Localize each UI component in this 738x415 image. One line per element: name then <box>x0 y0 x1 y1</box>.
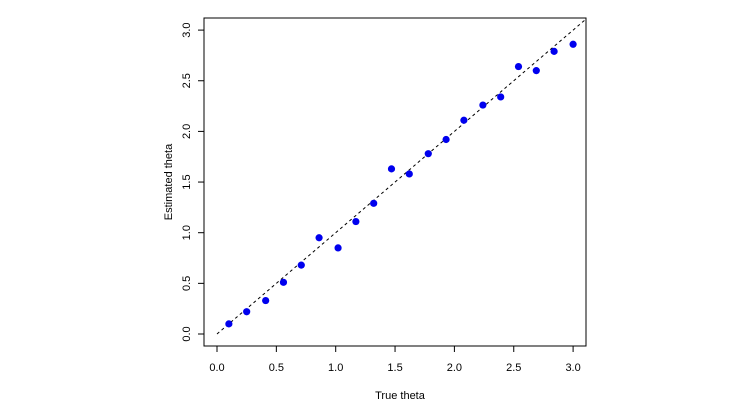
y-tick-label: 0.0 <box>181 326 193 341</box>
data-point <box>243 308 251 316</box>
data-point <box>315 234 323 242</box>
data-point <box>479 101 487 109</box>
x-axis: 0.0 0.5 1.0 1.5 2.0 2.5 3.0 <box>209 345 581 374</box>
y-axis: 0.0 0.5 1.0 1.5 2.0 2.5 3.0 <box>181 22 205 342</box>
y-tick-label: 3.0 <box>181 22 193 37</box>
data-point <box>297 261 305 269</box>
x-tick-label: 2.0 <box>447 362 462 374</box>
data-point <box>550 47 558 55</box>
data-point <box>442 135 450 144</box>
y-axis-label: Estimated theta <box>163 143 175 220</box>
data-point <box>405 170 413 178</box>
y-tick-label: 2.5 <box>181 73 193 88</box>
data-point <box>279 278 288 286</box>
x-tick-label: 2.5 <box>506 362 521 374</box>
data-point <box>532 67 540 75</box>
reference-line <box>216 19 586 335</box>
data-points <box>225 40 577 328</box>
data-point <box>334 244 342 252</box>
identity-reference-line <box>216 19 586 335</box>
y-tick-label: 2.0 <box>181 124 193 139</box>
x-tick-label: 0.0 <box>209 362 224 374</box>
x-tick-label: 1.5 <box>387 362 402 374</box>
data-point <box>352 217 360 226</box>
data-point <box>497 93 505 101</box>
x-tick-label: 1.0 <box>328 362 343 374</box>
x-axis-label: True theta <box>375 390 426 402</box>
data-point <box>569 40 577 48</box>
x-tick-label: 3.0 <box>565 362 580 374</box>
data-point <box>424 150 432 158</box>
y-tick-label: 0.5 <box>181 276 193 291</box>
data-point <box>225 320 233 328</box>
data-point <box>460 116 468 124</box>
y-tick-label: 1.0 <box>181 225 193 240</box>
data-point <box>262 296 270 305</box>
data-point <box>387 165 396 173</box>
x-tick-label: 0.5 <box>269 362 284 374</box>
data-point <box>514 62 523 71</box>
y-tick-label: 1.5 <box>181 174 193 189</box>
data-point <box>370 199 378 207</box>
